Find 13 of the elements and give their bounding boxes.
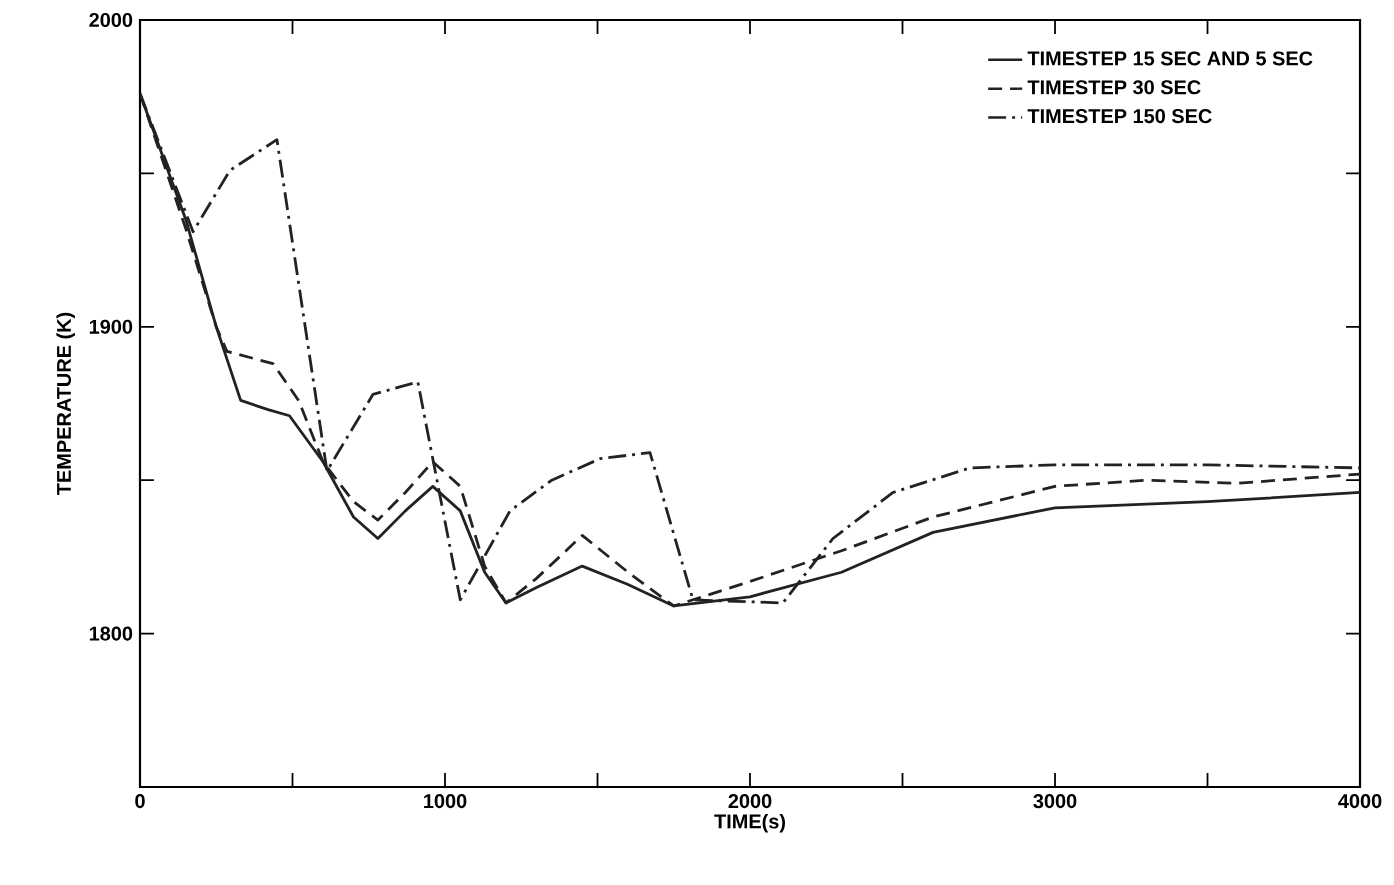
x-axis-title: TIME(s) [714, 813, 785, 833]
y-tick-label: 1800 [89, 626, 133, 641]
x-tick-label: 0 [135, 794, 145, 809]
x-tick-label: 2000 [728, 794, 772, 809]
x-tick-label: 3000 [1033, 794, 1077, 809]
y-tick-label: 1900 [89, 319, 133, 334]
y-axis-title: TEMPERATURE (K) [56, 312, 75, 495]
y-tick-label: 2000 [89, 12, 133, 28]
legend-label: TIMESTEP 30 SEC [1027, 80, 1201, 95]
x-tick-label: 4000 [1338, 794, 1382, 809]
x-tick-label: 1000 [424, 794, 467, 809]
legend-label: TIMESTEP 150 SEC [1027, 109, 1212, 124]
legend-label: TIMESTEP 15 SEC AND 5 SEC [1027, 51, 1313, 66]
